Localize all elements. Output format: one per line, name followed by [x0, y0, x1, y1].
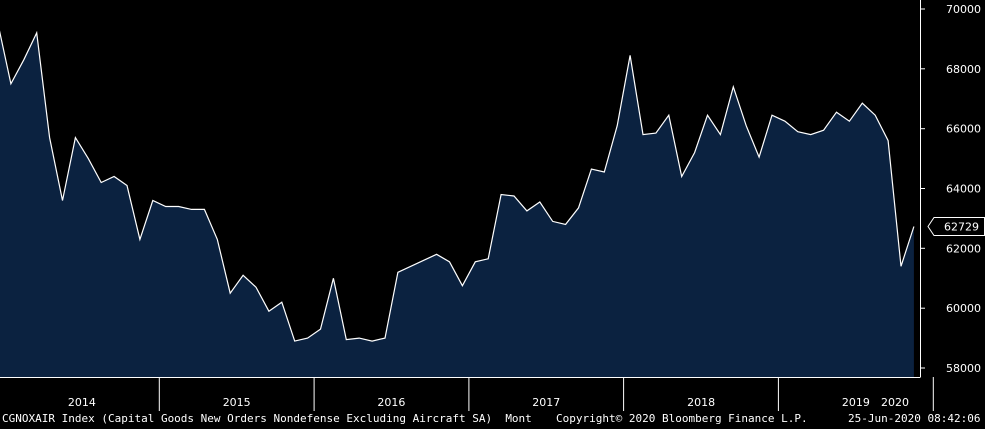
last-value-marker: 62729: [927, 217, 985, 236]
y-tick-label: 68000: [946, 63, 981, 76]
y-tick-label: 58000: [946, 362, 981, 375]
x-tick-label: 2019: [842, 396, 870, 409]
x-tick-label: 2015: [223, 396, 251, 409]
x-tick-label: 2014: [68, 396, 96, 409]
footer-ticker-description: CGNOXAIR Index (Capital Goods New Orders…: [2, 412, 532, 425]
y-tick-label: 62000: [946, 242, 981, 255]
y-tick-label: 64000: [946, 183, 981, 196]
x-tick-label: 2020: [881, 396, 909, 409]
x-axis-ticks: 2014 2015 2016 2017 2018 2019 2020: [68, 377, 934, 411]
last-value-label: 62729: [944, 221, 979, 234]
series-line: [0, 30, 915, 342]
footer-timestamp: 25-Jun-2020 08:42:06: [848, 412, 981, 425]
series-area-fill: [0, 32, 914, 377]
x-tick-label: 2017: [532, 396, 560, 409]
x-tick-label: 2018: [687, 396, 715, 409]
y-axis-ticks: 70000 68000 66000 64000 62000 60000 58000: [920, 3, 981, 375]
footer-copyright: Copyright© 2020 Bloomberg Finance L.P.: [556, 412, 808, 425]
last-value-box: [927, 217, 985, 236]
y-tick-label: 60000: [946, 302, 981, 315]
y-tick-label: 70000: [946, 3, 981, 16]
x-tick-label: 2016: [377, 396, 405, 409]
y-tick-label: 66000: [946, 123, 981, 136]
